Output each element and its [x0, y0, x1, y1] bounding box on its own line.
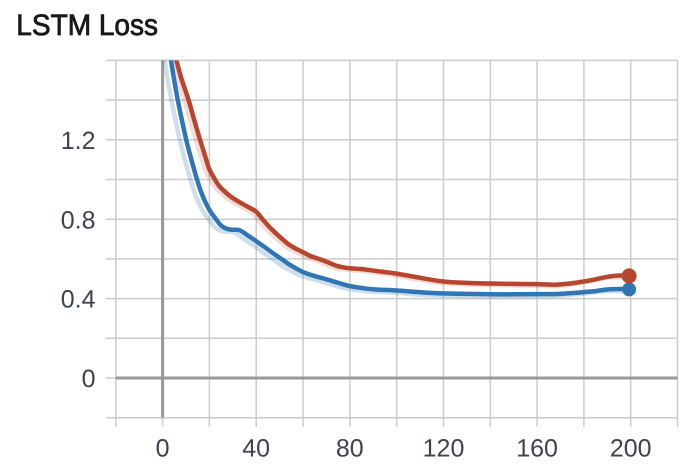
svg-text:LSTM Loss: LSTM Loss — [16, 9, 158, 42]
svg-text:160: 160 — [516, 435, 558, 463]
svg-text:1.2: 1.2 — [61, 127, 96, 155]
svg-text:0: 0 — [156, 435, 170, 463]
svg-text:0.4: 0.4 — [61, 286, 96, 314]
svg-text:120: 120 — [423, 435, 465, 463]
svg-text:80: 80 — [336, 435, 364, 463]
svg-text:40: 40 — [242, 435, 270, 463]
svg-text:200: 200 — [610, 435, 652, 463]
svg-text:0: 0 — [82, 365, 96, 393]
svg-text:0.8: 0.8 — [61, 206, 96, 234]
